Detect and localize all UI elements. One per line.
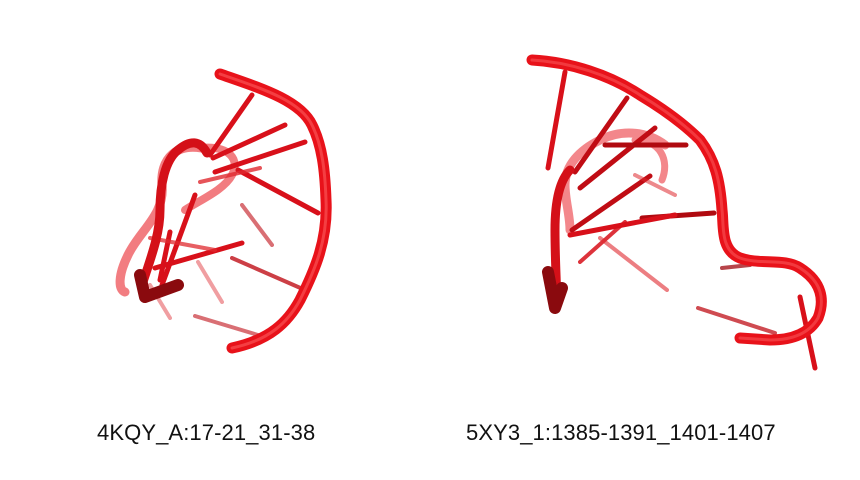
structure-caption-right: 5XY3_1:1385-1391_1401-1407	[466, 420, 776, 445]
rna-structure-image-right	[526, 54, 827, 371]
backbone-front-strand	[134, 68, 332, 354]
structure-panel-left: 4KQY_A:17-21_31-38	[97, 68, 332, 445]
base-pair-rungs	[148, 92, 321, 340]
backbone-front-strand	[526, 54, 827, 346]
rna-structure-image-left	[115, 68, 332, 354]
structure-panel-right: 5XY3_1:1385-1391_1401-1407	[430, 0, 860, 480]
structure-caption-left: 4KQY_A:17-21_31-38	[97, 420, 316, 445]
base-pair-rungs	[545, 69, 818, 371]
